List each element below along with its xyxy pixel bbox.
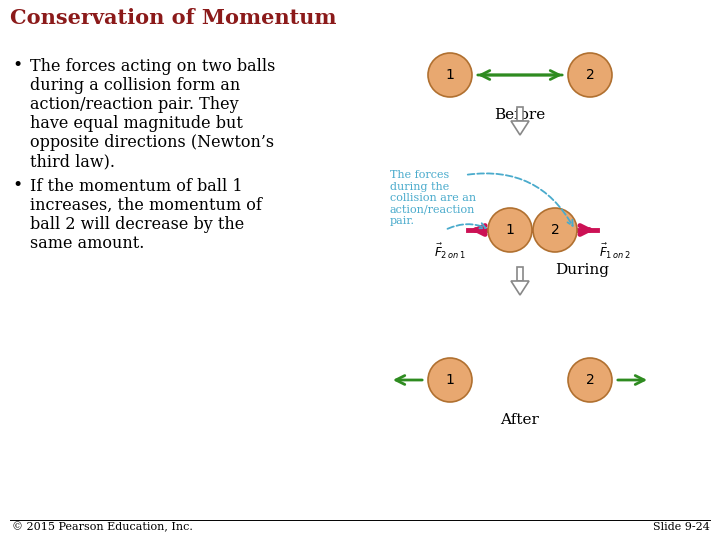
Text: ball 2 will decrease by the: ball 2 will decrease by the	[30, 216, 244, 233]
Text: action/reaction pair. They: action/reaction pair. They	[30, 96, 238, 113]
Text: The forces
during the
collision are an
action/reaction
pair.: The forces during the collision are an a…	[390, 170, 476, 226]
Text: increases, the momentum of: increases, the momentum of	[30, 197, 262, 214]
Text: The forces acting on two balls: The forces acting on two balls	[30, 58, 275, 75]
Ellipse shape	[428, 53, 472, 97]
Text: 1: 1	[505, 223, 514, 237]
Text: During: During	[556, 263, 610, 277]
Text: $\vec{F}_{2\,on\,1}$: $\vec{F}_{2\,on\,1}$	[434, 242, 466, 261]
Bar	[517, 107, 523, 121]
Text: $\vec{F}_{1\,on\,2}$: $\vec{F}_{1\,on\,2}$	[599, 242, 631, 261]
Text: Conservation of Momentum: Conservation of Momentum	[10, 8, 336, 28]
Bar	[517, 267, 523, 281]
Polygon shape	[511, 121, 529, 135]
Text: have equal magnitude but: have equal magnitude but	[30, 115, 243, 132]
Text: If the momentum of ball 1: If the momentum of ball 1	[30, 178, 243, 195]
Text: © 2015 Pearson Education, Inc.: © 2015 Pearson Education, Inc.	[12, 522, 193, 532]
Ellipse shape	[568, 53, 612, 97]
Text: Before: Before	[495, 108, 546, 122]
Text: 2: 2	[585, 68, 595, 82]
Text: 2: 2	[551, 223, 559, 237]
Text: opposite directions (Newton’s: opposite directions (Newton’s	[30, 134, 274, 151]
Text: 1: 1	[446, 68, 454, 82]
Text: 2: 2	[585, 373, 595, 387]
Polygon shape	[511, 281, 529, 295]
Text: After: After	[500, 413, 539, 427]
Text: •: •	[12, 56, 22, 74]
Text: during a collision form an: during a collision form an	[30, 77, 240, 94]
Ellipse shape	[488, 208, 532, 252]
FancyArrowPatch shape	[468, 173, 572, 226]
Ellipse shape	[533, 208, 577, 252]
Text: third law).: third law).	[30, 153, 115, 170]
Ellipse shape	[428, 358, 472, 402]
Text: •: •	[12, 176, 22, 194]
Text: 1: 1	[446, 373, 454, 387]
Ellipse shape	[568, 358, 612, 402]
FancyArrowPatch shape	[448, 223, 486, 229]
Text: Slide 9-24: Slide 9-24	[653, 522, 710, 532]
Text: same amount.: same amount.	[30, 235, 145, 252]
